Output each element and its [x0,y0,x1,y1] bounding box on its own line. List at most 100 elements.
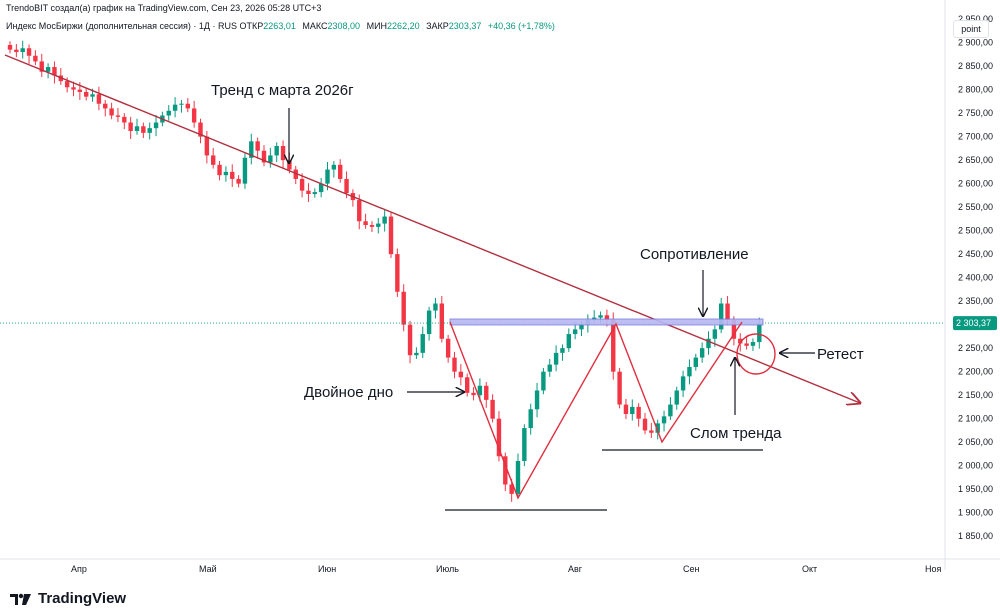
double-bottom-annotation: Двойное дно [304,384,393,401]
candle-body [712,329,718,339]
trendline[interactable] [4,54,860,403]
candle-body [566,334,571,349]
candle-body [236,178,241,184]
candle-body [141,126,146,133]
change-value: +40,36 (+1,78%) [487,21,555,31]
y-tick-label: 2 700,00 [958,132,993,142]
candle-body [230,171,235,179]
candle-body [655,423,660,433]
candle-body [331,164,337,170]
resistance-zone[interactable] [449,318,764,326]
candle-body [312,192,317,194]
candle-body [719,303,724,330]
candle-body [534,390,540,410]
break-annotation: Слом тренда [690,425,782,442]
y-tick-label: 2 600,00 [958,179,993,189]
high-value: 2308,00 [327,21,361,31]
candle-body [299,178,305,191]
tradingview-brand[interactable]: TradingView [10,590,126,607]
candle-body [757,323,762,343]
candle-body [465,377,470,393]
double-bottom-pattern[interactable] [449,321,743,500]
y-tick-label: 2 100,00 [958,414,993,424]
candle-body [649,430,654,433]
y-tick-label: 2 800,00 [958,85,993,95]
y-tick-label: 2 750,00 [958,108,993,118]
tradingview-logo-icon [10,593,31,605]
candle-body [172,104,178,111]
candle-body [661,416,667,424]
candle-body [547,364,552,372]
scale-mode-button[interactable]: point [953,20,989,38]
y-tick-label: 2 400,00 [958,273,993,283]
x-tick-label: Июн [318,564,336,574]
candle-body [249,141,254,158]
candle-body [509,484,514,494]
y-tick-label: 2 350,00 [958,296,993,306]
x-tick-label: Сен [683,564,700,574]
symbol-title: Индекс МосБиржи (дополнительная сессия) … [6,21,238,31]
candle-body [731,319,737,339]
candle-body [338,164,343,179]
x-tick-label: Окт [802,564,817,574]
candle-body [103,103,108,109]
candle-body [420,334,425,353]
candle-body [198,122,203,137]
candle-body [445,338,451,358]
brand-name: TradingView [38,590,127,607]
candle-body [687,366,692,377]
candle-body [255,141,260,151]
candle-body [617,371,622,405]
candle-body [185,103,190,109]
candle-body [64,81,70,88]
candle-body [680,376,686,391]
candle-body [211,155,216,165]
retest-annotation: Ретест [817,346,864,363]
candle-body [179,103,184,105]
candle-body [515,460,521,494]
candle-body [261,150,267,163]
candle-body [134,126,140,131]
candle-body [477,385,483,396]
candle-body [39,61,44,72]
y-tick-label: 2 950,00 [958,14,993,24]
chart-credit: TrendoBIT создал(а) график на TradingVie… [6,3,322,13]
candle-body [426,310,432,335]
candle-body [744,343,749,346]
candle-body [71,87,76,90]
y-tick-label: 2 200,00 [958,367,993,377]
price-axis[interactable]: 2 950,00 2 900,00 2 850,00 2 800,00 2 750,00… [0,0,997,570]
candle-body [439,303,444,339]
y-tick-label: 2 450,00 [958,249,993,259]
retest-circle [736,333,776,375]
candle-body [7,44,13,50]
low-label: МИН [366,21,388,31]
candle-body [223,171,229,176]
y-tick-label: 1 950,00 [958,484,993,494]
candle-body [598,315,603,318]
candle-body [706,338,711,349]
candle-body [204,136,210,156]
last-price-label: 2 303,37 [956,318,991,328]
candle-body [623,404,629,414]
time-axis[interactable]: Апр Май Июн Июль Авг Сен Окт Ноя [0,558,1000,574]
y-tick-label: 2 650,00 [958,155,993,165]
open-label: ОТКР [239,21,264,31]
candle-body [52,67,57,76]
candle-body [306,190,311,194]
y-tick-label: 2 900,00 [958,38,993,48]
x-tick-label: Май [199,564,217,574]
candle-body [115,115,121,117]
candle-body [407,324,413,356]
candle-body [45,67,51,72]
candle-body [166,110,171,116]
candle-body [293,169,298,179]
candle-body [77,89,83,92]
x-tick-label: Ноя [925,564,942,574]
candle-body [693,357,698,367]
candle-body [738,338,743,344]
candle-body [668,404,673,417]
candle-body [572,329,578,335]
y-tick-label: 2 250,00 [958,343,993,353]
